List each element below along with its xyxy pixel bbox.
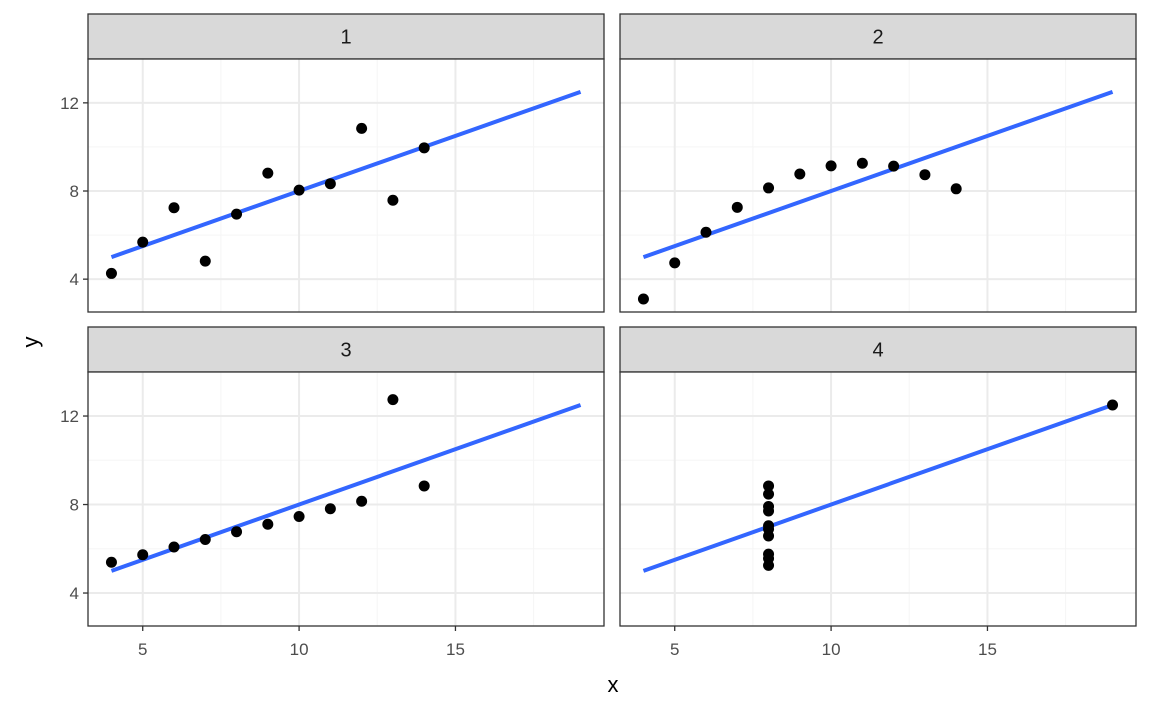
data-point xyxy=(356,495,368,507)
data-point xyxy=(231,526,243,538)
regression-line xyxy=(110,89,582,260)
data-point xyxy=(637,293,649,305)
data-point xyxy=(763,501,775,513)
data-point xyxy=(1107,399,1119,411)
data-point xyxy=(731,201,743,213)
data-point xyxy=(168,202,180,214)
panel-border xyxy=(619,371,1137,627)
data-point xyxy=(231,208,243,220)
data-point xyxy=(700,226,712,238)
data-point xyxy=(919,169,931,181)
panel-3: 3 4 8 12 5 10 15 xyxy=(60,326,605,659)
data-point xyxy=(137,549,149,561)
x-tick-label: 10 xyxy=(822,640,841,659)
data-point xyxy=(794,168,806,180)
facet-strip-label: 3 xyxy=(340,340,351,362)
data-point xyxy=(293,184,305,196)
data-point xyxy=(356,122,368,134)
data-point xyxy=(763,182,775,194)
data-point xyxy=(105,267,117,279)
data-point xyxy=(168,541,180,553)
regression-line xyxy=(110,403,582,573)
data-point xyxy=(105,556,117,568)
data-point xyxy=(262,518,274,530)
panel-1: 1 4 8 12 xyxy=(60,13,605,313)
panel-2: 2 xyxy=(619,13,1137,313)
x-tick-label: 10 xyxy=(290,640,309,659)
panel-4: 4 5 10 15 xyxy=(619,326,1137,659)
data-point xyxy=(199,255,211,267)
y-tick-label: 8 xyxy=(70,496,79,515)
data-point xyxy=(199,533,211,545)
y-tick-label: 4 xyxy=(70,270,79,289)
data-point xyxy=(763,488,775,500)
facet-strip xyxy=(87,326,605,373)
data-point xyxy=(387,394,399,406)
data-point xyxy=(950,183,962,195)
facet-strip-label: 4 xyxy=(872,340,883,362)
facet-strip xyxy=(619,326,1137,373)
panels-layer: 1 4 8 12 2 3 4 8 12 5 10 15 4 5 10 15 xyxy=(60,13,1137,659)
x-tick-label: 15 xyxy=(978,640,997,659)
facet-strip xyxy=(87,13,605,60)
y-tick-label: 8 xyxy=(70,182,79,201)
data-point xyxy=(763,553,775,565)
data-point xyxy=(825,160,837,172)
y-tick-label: 12 xyxy=(60,407,79,426)
data-point xyxy=(763,480,775,492)
x-tick-label: 5 xyxy=(670,640,679,659)
y-axis-title: y xyxy=(18,337,43,348)
x-tick-label: 5 xyxy=(138,640,147,659)
data-point xyxy=(418,142,430,154)
data-point xyxy=(763,523,775,535)
regression-line xyxy=(642,403,1114,573)
data-point xyxy=(324,503,336,515)
data-point xyxy=(669,257,681,269)
data-point xyxy=(418,480,430,492)
facet-strip-label: 1 xyxy=(340,27,351,49)
regression-line xyxy=(642,89,1114,260)
panel-border xyxy=(619,58,1137,313)
facet-strip xyxy=(619,13,1137,60)
x-tick-label: 15 xyxy=(446,640,465,659)
data-point xyxy=(262,167,274,179)
panel-border xyxy=(87,371,605,627)
y-tick-label: 4 xyxy=(70,584,79,603)
panel-border xyxy=(87,58,605,313)
y-tick-label: 12 xyxy=(60,94,79,113)
data-point xyxy=(856,157,868,169)
panel-background xyxy=(88,59,604,312)
x-axis-title: x xyxy=(608,672,619,697)
data-point xyxy=(137,236,149,248)
panel-background xyxy=(88,372,604,626)
facet-strip-label: 2 xyxy=(872,27,883,49)
panel-background xyxy=(620,59,1136,312)
data-point xyxy=(387,194,399,206)
data-point xyxy=(293,510,305,522)
data-point xyxy=(324,178,336,190)
panel-background xyxy=(620,372,1136,626)
data-point xyxy=(888,160,900,172)
